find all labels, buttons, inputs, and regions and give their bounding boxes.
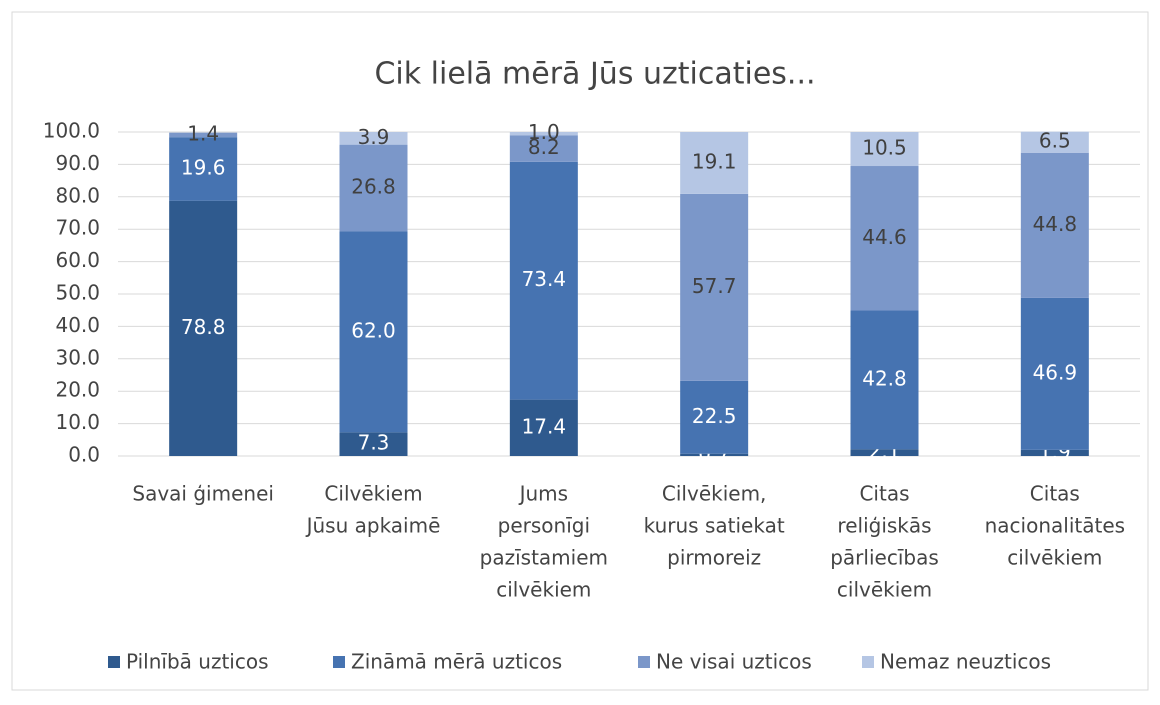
x-tick-label: pārliecības (830, 546, 939, 570)
bar-segment (850, 166, 919, 311)
data-label: 44.8 (1033, 212, 1078, 236)
bar-segment (509, 161, 578, 400)
bar-segment (850, 310, 919, 450)
y-tick-label: 20.0 (55, 378, 100, 402)
bar-segment (169, 132, 238, 138)
bar-segment (680, 193, 749, 381)
data-label: 57.7 (692, 274, 737, 298)
y-tick-label: 50.0 (55, 281, 100, 305)
data-label: 73.4 (522, 267, 567, 291)
bar-segment (509, 399, 578, 456)
bar-segment (169, 137, 238, 201)
bar-segment (339, 132, 408, 145)
x-tick-label: Cilvēkiem, (662, 482, 767, 506)
y-tick-label: 40.0 (55, 313, 100, 337)
data-label: 78.8 (181, 315, 226, 339)
data-label: 19.1 (692, 149, 737, 173)
data-label: 44.6 (862, 225, 907, 249)
legend-label: Nemaz neuzticos (880, 650, 1051, 674)
data-label: 1.4 (187, 121, 219, 145)
legend-label: Zināmā mērā uzticos (351, 650, 562, 674)
data-label: 1.0 (528, 120, 560, 144)
x-tick-label: cilvēkiem (837, 578, 932, 602)
legend-swatch (862, 656, 874, 668)
bar-segment (339, 144, 408, 232)
bar-segment (1020, 131, 1089, 153)
bar-segment (1020, 449, 1089, 456)
x-tick-label: cilvēkiem (1007, 546, 1102, 570)
data-label: 6.5 (1039, 129, 1071, 153)
x-tick-label: Savai ģimenei (132, 482, 274, 506)
bar-segment (509, 132, 578, 136)
x-tick-label: reliģiskās (837, 514, 931, 538)
bar-segment (339, 432, 408, 456)
legend-swatch (333, 656, 345, 668)
y-tick-label: 70.0 (55, 216, 100, 240)
bar-segment (680, 132, 749, 194)
legend-label: Pilnībā uzticos (126, 650, 269, 674)
data-label: 10.5 (862, 136, 907, 160)
data-label: 7.3 (358, 431, 390, 455)
x-tick-label: pazīstamiem (480, 546, 608, 570)
y-tick-label: 0.0 (68, 443, 100, 467)
y-tick-label: 30.0 (55, 345, 100, 369)
x-tick-label: kurus satiekat (644, 514, 785, 538)
x-tick-label: pirmoreiz (667, 546, 761, 570)
x-tick-label: cilvēkiem (496, 578, 591, 602)
data-label: 42.8 (862, 366, 907, 390)
data-label: 46.9 (1033, 360, 1078, 384)
legend-label: Ne visai uzticos (656, 650, 812, 674)
bar-segment (169, 200, 238, 456)
bar-segment (509, 135, 578, 162)
x-tick-label: Cilvēkiem (324, 482, 422, 506)
bar-segment (1020, 152, 1089, 298)
y-tick-label: 80.0 (55, 183, 100, 207)
data-label: 8.2 (528, 135, 560, 159)
y-tick-label: 90.0 (55, 151, 100, 175)
chart-title: Cik lielā mērā Jūs uzticaties... (374, 57, 815, 92)
bar-segment (850, 132, 919, 167)
y-tick-label: 10.0 (55, 410, 100, 434)
y-tick-label: 60.0 (55, 248, 100, 272)
data-label: 3.9 (358, 125, 390, 149)
legend-swatch (638, 656, 650, 668)
x-tick-label: Jūsu apkaimē (305, 514, 441, 538)
data-label: 17.4 (522, 414, 567, 438)
y-tick-label: 100.0 (43, 119, 100, 143)
x-tick-label: Citas (859, 482, 909, 506)
bar-segment (339, 231, 408, 433)
data-label: 19.6 (181, 155, 226, 179)
data-label: 62.0 (351, 318, 396, 342)
x-tick-label: nacionalitātes (985, 514, 1125, 538)
data-label: 22.5 (692, 404, 737, 428)
x-tick-label: Citas (1030, 482, 1080, 506)
x-tick-label: Jums (518, 482, 568, 506)
bar-segment (850, 449, 919, 456)
data-label: 26.8 (351, 175, 396, 199)
x-tick-label: personīgi (498, 514, 590, 538)
bar-segment (680, 453, 749, 456)
legend-swatch (108, 656, 120, 668)
bar-segment (1020, 297, 1089, 450)
bar-segment (680, 380, 749, 454)
